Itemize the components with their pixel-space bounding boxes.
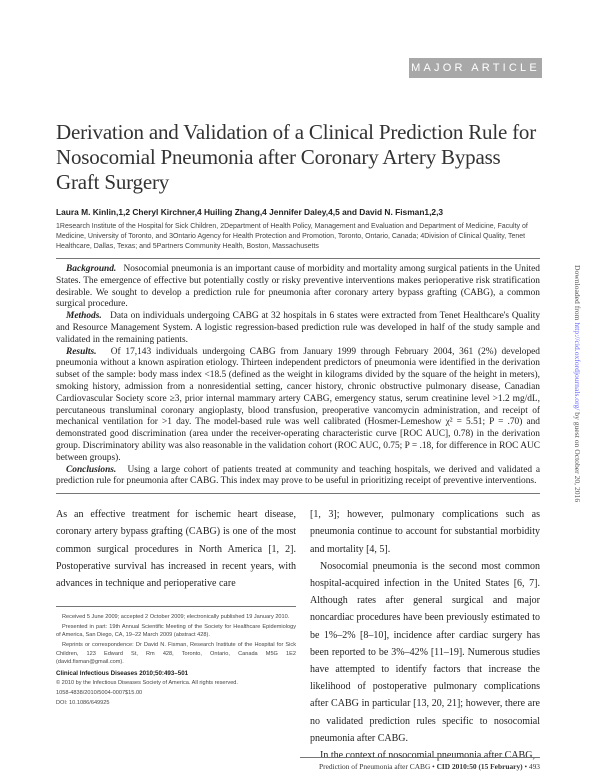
doi: DOI: 10.1086/649925 [56,699,110,706]
footnotes: Received 5 June 2009; accepted 2 October… [56,613,296,707]
author-list: Laura M. Kinlin,1,2 Cheryl Kirchner,4 Hu… [56,207,444,217]
footer-citation: CID 2010:50 (15 February) [436,762,523,771]
abstract-bottom-rule [56,493,540,495]
body-right-column: [1, 3]; however, pulmonary complications… [310,506,540,764]
body-paragraph: In the context of nosocomial pneumonia a… [320,749,535,761]
abstract-label: Methods. [66,311,102,322]
footnote-rule [56,606,296,608]
presented-note: Presented in part: 19th Annual Scientifi… [56,623,296,639]
abstract-label: Background. [66,264,117,274]
download-prefix: Downloaded from [573,265,582,323]
abstract-label: Conclusions. [66,464,117,475]
article-title: Derivation and Validation of a Clinical … [56,120,537,194]
affiliations: 1Research Institute of the Hospital for … [56,223,528,250]
abstract-top-rule [56,258,540,259]
article-content: Derivation and Validation of a Clinical … [56,120,540,764]
footer-rule [300,757,540,758]
page-footer: Prediction of Pneumonia after CABG • CID… [290,762,540,772]
download-suffix: by guest on October 20, 2016 [573,410,582,503]
journal-link[interactable]: http://cid.oxfordjournals.org/ [573,322,582,411]
running-title: Prediction of Pneumonia after CABG [319,762,431,771]
separator: • [430,762,437,771]
abstract-text: Of 17,143 individuals undergoing CABG fr… [56,346,540,463]
body-paragraph: As an effective treatment for ischemic h… [56,509,296,589]
abstract-text: Using a large cohort of patients treated… [56,464,540,487]
issn: 1058-4838/2010/5004-0007$15.00 [56,689,143,696]
received-note: Received 5 June 2009; accepted 2 October… [62,614,290,621]
abstract-results: Results. Of 17,143 individuals undergoin… [56,347,540,465]
body-columns: As an effective treatment for ischemic h… [56,506,540,764]
abstract-label: Results. [66,346,97,357]
page-number: 493 [528,762,540,771]
abstract: Background. Nosocomial pneumonia is an i… [56,264,540,488]
abstract-methods: Methods. Data on individuals undergoing … [56,311,540,346]
abstract-conclusions: Conclusions. Using a large cohort of pat… [56,465,540,489]
body-left-column: As an effective treatment for ischemic h… [56,506,296,764]
abstract-text: Nosocomial pneumonia is an important cau… [56,264,540,310]
abstract-background: Background. Nosocomial pneumonia is an i… [56,264,540,311]
body-paragraph: Nosocomial pneumonia is the second most … [310,560,540,744]
section-label: MAJOR ARTICLE [409,58,542,78]
abstract-text: Data on individuals undergoing CABG at 3… [56,311,541,345]
journal-citation: Clinical Infectious Diseases 2010;50:493… [56,669,189,677]
body-paragraph: [1, 3]; however, pulmonary complications… [310,509,540,555]
copyright: © 2010 by the Infectious Diseases Societ… [56,680,238,687]
separator: • [522,762,529,771]
reprints-note: Reprints or correspondence: Dr David N. … [56,641,296,666]
